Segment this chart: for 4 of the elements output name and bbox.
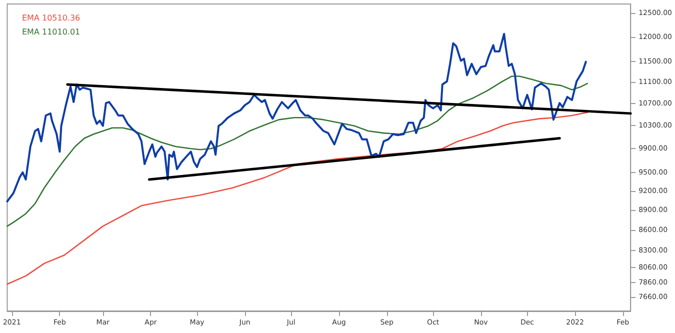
line-series	[6, 112, 588, 285]
text: EMA 10510.36	[22, 14, 80, 22]
text: EMA 11010.01	[22, 28, 80, 36]
line-series	[6, 76, 588, 227]
